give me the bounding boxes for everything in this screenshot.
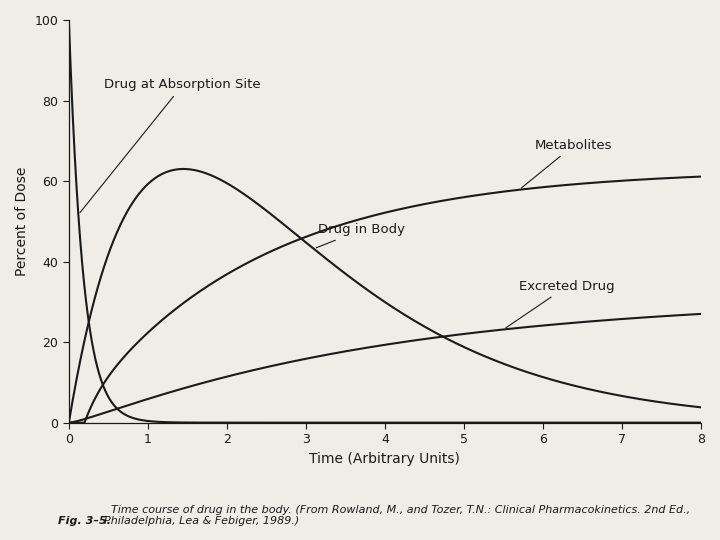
Text: Drug at Absorption Site: Drug at Absorption Site: [80, 78, 261, 213]
Text: Metabolites: Metabolites: [521, 139, 613, 188]
Y-axis label: Percent of Dose: Percent of Dose: [15, 167, 29, 276]
Text: Time course of drug in the body. (From Rowland, M., and Tozer, T.N.: Clinical Ph: Time course of drug in the body. (From R…: [104, 505, 690, 526]
Text: Excreted Drug: Excreted Drug: [505, 280, 615, 328]
X-axis label: Time (Arbitrary Units): Time (Arbitrary Units): [310, 451, 460, 465]
Text: Fig. 3–5.: Fig. 3–5.: [58, 516, 111, 526]
Text: Drug in Body: Drug in Body: [316, 224, 405, 248]
